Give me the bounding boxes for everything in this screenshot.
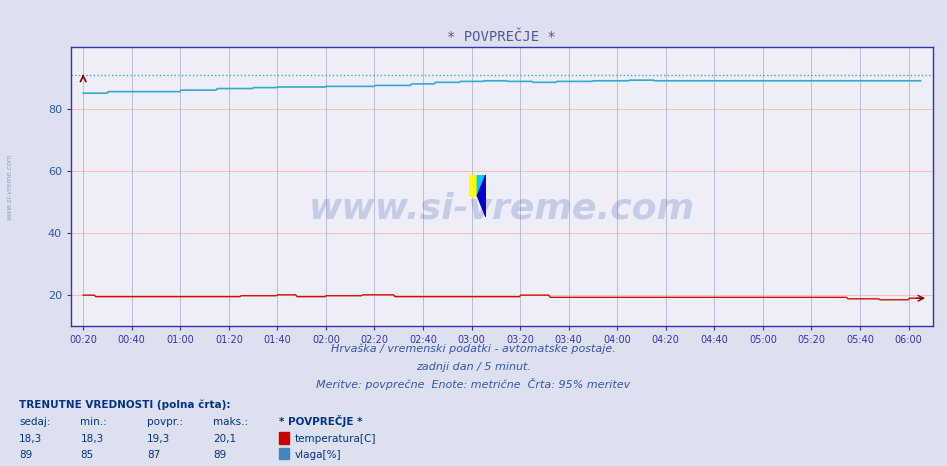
Text: 85: 85 bbox=[80, 450, 94, 459]
Text: povpr.:: povpr.: bbox=[147, 417, 183, 427]
Text: www.si-vreme.com: www.si-vreme.com bbox=[309, 192, 695, 226]
Text: TRENUTNE VREDNOSTI (polna črta):: TRENUTNE VREDNOSTI (polna črta): bbox=[19, 399, 230, 410]
Text: 19,3: 19,3 bbox=[147, 434, 170, 444]
Text: * POVPREČJE *: * POVPREČJE * bbox=[279, 415, 363, 427]
Text: Hrvaška / vremenski podatki - avtomatske postaje.: Hrvaška / vremenski podatki - avtomatske… bbox=[331, 343, 616, 354]
Text: 20,1: 20,1 bbox=[213, 434, 236, 444]
Text: maks.:: maks.: bbox=[213, 417, 248, 427]
Text: 89: 89 bbox=[19, 450, 32, 459]
Polygon shape bbox=[477, 175, 486, 217]
Polygon shape bbox=[477, 175, 486, 196]
Text: zadnji dan / 5 minut.: zadnji dan / 5 minut. bbox=[416, 363, 531, 372]
Text: Meritve: povprečne  Enote: metrične  Črta: 95% meritev: Meritve: povprečne Enote: metrične Črta:… bbox=[316, 378, 631, 390]
Bar bbox=[469, 175, 477, 196]
Title: * POVPREČJE *: * POVPREČJE * bbox=[448, 30, 556, 44]
Text: min.:: min.: bbox=[80, 417, 107, 427]
Text: 18,3: 18,3 bbox=[80, 434, 104, 444]
Text: 18,3: 18,3 bbox=[19, 434, 43, 444]
Text: 87: 87 bbox=[147, 450, 160, 459]
Text: sedaj:: sedaj: bbox=[19, 417, 50, 427]
Text: 89: 89 bbox=[213, 450, 226, 459]
Text: vlaga[%]: vlaga[%] bbox=[295, 450, 341, 459]
Text: temperatura[C]: temperatura[C] bbox=[295, 434, 376, 444]
Text: www.si-vreme.com: www.si-vreme.com bbox=[7, 153, 12, 220]
